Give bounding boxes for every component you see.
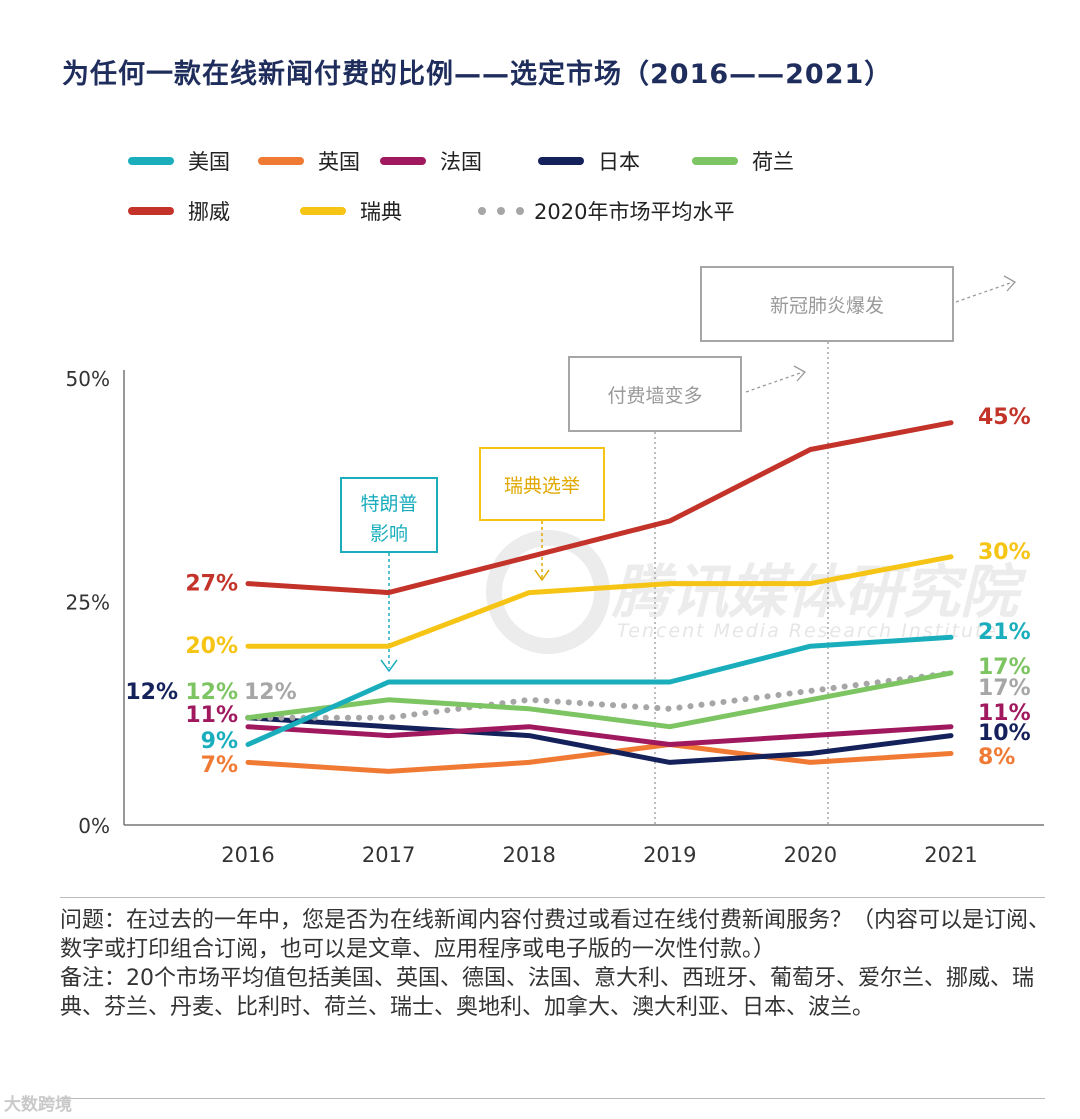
end-value-label: 10%	[978, 721, 1031, 746]
annotation-arrow	[745, 371, 804, 393]
y-tick-label: 50%	[66, 367, 110, 391]
y-tick-label: 25%	[66, 591, 110, 615]
x-tick-label: 2017	[362, 843, 415, 867]
chart-title: 为任何一款在线新闻付费的比例——选定市场（2016——2021）	[62, 59, 893, 90]
end-value-label: 21%	[978, 620, 1031, 645]
start-value-label: 27%	[185, 572, 238, 597]
source-watermark: 大数跨境	[4, 1095, 72, 1115]
legend-label: 瑞典	[360, 200, 402, 224]
end-value-label: 17%	[978, 655, 1031, 680]
watermark-subtext: Tencent Media Research Institute	[617, 620, 998, 642]
annotation-text: 付费墙变多	[607, 385, 702, 407]
end-value-label: 17%	[978, 676, 1031, 701]
legend-swatch	[380, 157, 426, 165]
legend-label: 挪威	[188, 200, 230, 224]
legend-item-average: 2020年市场平均水平	[478, 196, 734, 226]
annotation-text: 瑞典选举	[504, 475, 580, 497]
start-value-label: 9%	[201, 729, 238, 754]
annotation-text: 影响	[370, 523, 408, 545]
legend-item-usa: 美国	[128, 146, 230, 176]
annotation-arrowhead	[534, 569, 550, 582]
legend-swatch	[300, 207, 346, 215]
start-value-label: 12%	[125, 680, 178, 705]
start-value-label: 12%	[244, 680, 297, 705]
series-line	[245, 715, 954, 765]
divider	[60, 1098, 1045, 1099]
legend-swatch	[538, 157, 584, 165]
legend-label: 美国	[188, 150, 230, 174]
x-tick-label: 2019	[643, 843, 696, 867]
legend-dots	[478, 207, 524, 215]
annotation-arrowhead	[793, 365, 807, 382]
x-tick-label: 2021	[924, 843, 977, 867]
series-line	[245, 420, 954, 596]
annotation-box	[568, 356, 742, 432]
series-line	[245, 724, 954, 747]
footnote-note: 备注：20个市场平均值包括美国、英国、德国、法国、意大利、西班牙、葡萄牙、爱尔兰…	[60, 966, 1034, 1020]
x-tick-label: 2016	[221, 843, 274, 867]
legend-item-uk: 英国	[258, 146, 360, 176]
x-tick-label: 2020	[784, 843, 837, 867]
end-value-label: 30%	[978, 540, 1031, 565]
legend-label: 荷兰	[752, 150, 794, 174]
y-tick-label: 0%	[78, 814, 110, 838]
start-value-label: 7%	[201, 753, 238, 778]
legend-item-norway: 挪威	[128, 196, 230, 226]
divider	[60, 897, 1045, 898]
series-line	[245, 554, 954, 649]
annotation-arrow	[955, 281, 1014, 303]
annotation-arrowhead	[1003, 275, 1017, 292]
annotation-box	[340, 477, 438, 553]
series-line	[245, 742, 954, 774]
legend-swatch	[128, 157, 174, 165]
end-value-label: 8%	[978, 745, 1015, 770]
legend-label: 法国	[440, 150, 482, 174]
annotation-box	[479, 447, 605, 521]
series-line-average	[245, 670, 954, 721]
watermark-logo	[486, 530, 610, 654]
legend-label: 英国	[318, 150, 360, 174]
series-line	[245, 670, 954, 730]
legend-swatch	[258, 157, 304, 165]
footnote-question: 问题：在过去的一年中，您是否为在线新闻内容付费过或看过在线付费新闻服务？（内容可…	[60, 908, 1051, 962]
legend-item-france: 法国	[380, 146, 482, 176]
legend-item-netherlands: 荷兰	[692, 146, 794, 176]
footnote: 问题：在过去的一年中，您是否为在线新闻内容付费过或看过在线付费新闻服务？（内容可…	[60, 906, 1050, 1022]
annotation-text: 特朗普	[360, 493, 417, 515]
legend-label: 2020年市场平均水平	[534, 200, 735, 224]
legend-item-japan: 日本	[538, 146, 640, 176]
legend-item-sweden: 瑞典	[300, 196, 402, 226]
start-value-label: 11%	[185, 703, 238, 728]
series-line	[245, 634, 954, 747]
annotation-box	[700, 266, 954, 342]
end-value-label: 11%	[978, 701, 1031, 726]
annotation-text: 新冠肺炎爆发	[770, 295, 884, 317]
annotation-arrowhead	[380, 659, 398, 673]
start-value-label: 12%	[185, 680, 238, 705]
watermark-text: 腾讯媒体研究院	[611, 558, 1027, 626]
x-tick-label: 2018	[502, 843, 555, 867]
legend-label: 日本	[598, 150, 640, 174]
legend-swatch	[692, 157, 738, 165]
start-value-label: 20%	[185, 634, 238, 659]
end-value-label: 45%	[978, 405, 1031, 430]
legend-swatch	[128, 207, 174, 215]
